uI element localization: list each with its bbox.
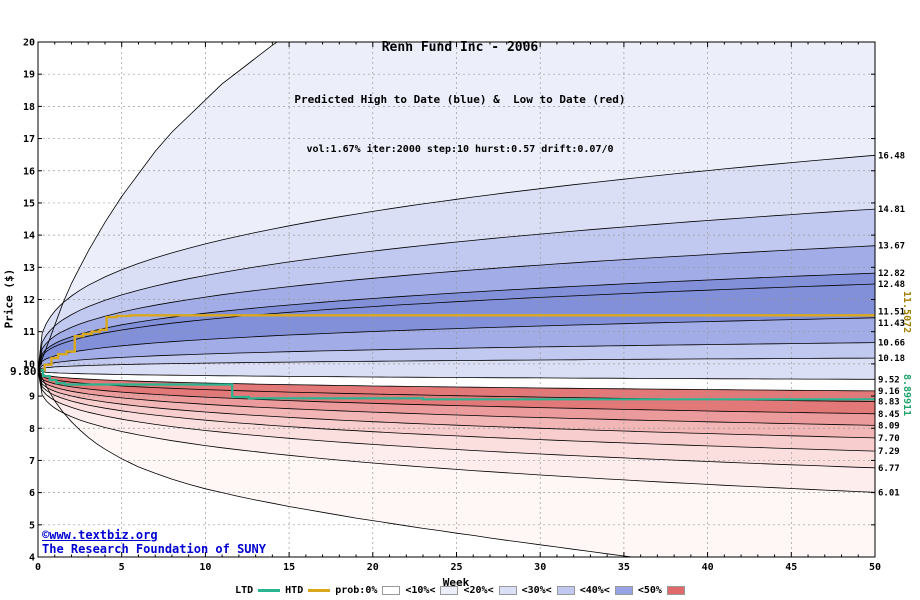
svg-text:35: 35 <box>618 562 630 573</box>
svg-text:20: 20 <box>23 38 35 49</box>
svg-text:13.67: 13.67 <box>878 242 905 252</box>
svg-text:45: 45 <box>785 562 797 573</box>
legend-prob-swatch-2 <box>498 586 517 595</box>
svg-text:13: 13 <box>23 263 35 274</box>
svg-text:12.48: 12.48 <box>878 280 905 290</box>
legend-prob-swatch-0 <box>382 586 401 595</box>
legend-prob-label-3: <30%< <box>521 585 552 596</box>
svg-text:40: 40 <box>702 562 714 573</box>
watermark-url-link[interactable]: ©www.textbiz.org <box>42 528 158 542</box>
svg-text:19: 19 <box>23 70 35 81</box>
ltd-line <box>38 369 875 401</box>
legend-prob-swatch-3 <box>556 586 575 595</box>
legend-ltd-line <box>258 589 281 592</box>
title-block: Renn Fund Inc - 2006 Predicted High to D… <box>0 2 920 194</box>
legend-prob-swatch-1 <box>440 586 459 595</box>
legend-prob-label-1: <10%< <box>405 585 436 596</box>
tick-labels: 0 5 10 15 20 25 30 35 40 45 5045678910111213141516… <box>23 38 881 574</box>
chart-subtitle: Predicted High to Date (blue) & Low to D… <box>294 93 626 106</box>
chart-legend: LTD HTD prob:0% <10%< <20%< <30%< <40%< <50% <box>0 585 920 596</box>
y-axis-label: Price ($) <box>2 268 16 329</box>
legend-prob-label-2: <20%< <box>463 585 494 596</box>
legend-prob-label-0: prob:0% <box>335 585 378 596</box>
svg-text:7.29: 7.29 <box>878 447 900 457</box>
svg-text:9.52: 9.52 <box>878 375 900 385</box>
svg-text:8.83: 8.83 <box>878 398 900 408</box>
low-prob-band-2 <box>38 370 875 426</box>
high-prob-band-1 <box>38 155 875 371</box>
svg-text:50: 50 <box>869 562 881 573</box>
svg-text:11: 11 <box>23 327 35 338</box>
svg-text:7: 7 <box>29 456 35 467</box>
high-prob-band-0 <box>38 42 875 371</box>
svg-text:10.66: 10.66 <box>878 339 905 349</box>
svg-text:16.48: 16.48 <box>878 151 905 161</box>
svg-text:10: 10 <box>23 359 35 370</box>
start-price-label: 9.80 <box>10 365 37 378</box>
chart-title: Renn Fund Inc - 2006 <box>381 40 539 55</box>
svg-text:6.01: 6.01 <box>878 488 900 498</box>
high-prob-band-6 <box>38 317 875 371</box>
plot-area <box>38 42 875 557</box>
watermark-org: The Research Foundation of SUNY <box>42 542 266 556</box>
svg-text:9.16: 9.16 <box>878 387 900 397</box>
axis-ticks <box>37 41 876 558</box>
legend-ltd-label: LTD <box>235 585 254 596</box>
svg-text:6: 6 <box>29 488 35 499</box>
svg-text:10.18: 10.18 <box>878 354 905 364</box>
svg-text:14.81: 14.81 <box>878 205 905 215</box>
svg-text:12.82: 12.82 <box>878 269 905 279</box>
legend-prob-label-4: <40%< <box>579 585 610 596</box>
legend-prob-swatch-5 <box>666 586 685 595</box>
svg-text:11.51: 11.51 <box>878 307 905 317</box>
low-prob-band-6 <box>38 370 875 493</box>
svg-text:5: 5 <box>119 562 125 573</box>
svg-text:5: 5 <box>29 520 35 531</box>
x-axis-label: Week <box>442 576 470 589</box>
svg-text:16: 16 <box>23 166 35 177</box>
htd-line <box>38 314 875 372</box>
legend-htd-label: HTD <box>285 585 304 596</box>
svg-text:15: 15 <box>23 198 35 209</box>
chart-sim-params: vol:1.67% iter:2000 step:10 hurst:0.57 d… <box>306 144 614 155</box>
svg-text:7.70: 7.70 <box>878 434 900 444</box>
svg-text:30: 30 <box>534 562 546 573</box>
svg-text:9: 9 <box>29 392 35 403</box>
svg-text:17: 17 <box>23 134 35 145</box>
low-prob-band-0 <box>38 370 875 402</box>
svg-text:4: 4 <box>29 553 35 564</box>
svg-text:18: 18 <box>23 102 35 113</box>
low-prob-band-1 <box>38 370 875 414</box>
svg-text:6.77: 6.77 <box>878 464 900 474</box>
svg-text:15: 15 <box>283 562 295 573</box>
svg-text:11.43: 11.43 <box>878 319 905 329</box>
svg-text:8.45: 8.45 <box>878 410 900 420</box>
svg-text:20: 20 <box>367 562 379 573</box>
svg-text:25: 25 <box>450 562 462 573</box>
svg-text:8.09: 8.09 <box>878 421 900 431</box>
svg-text:12: 12 <box>23 295 35 306</box>
htd-final-value-label: 11.5072 <box>901 291 912 334</box>
high-prob-band-7 <box>38 342 875 371</box>
svg-text:8: 8 <box>29 424 35 435</box>
legend-htd-line <box>308 589 331 592</box>
svg-text:0: 0 <box>35 562 41 573</box>
gridlines <box>38 42 875 557</box>
legend-prob-swatch-4 <box>614 586 633 595</box>
svg-text:10: 10 <box>199 562 211 573</box>
high-prob-band-2 <box>38 209 875 371</box>
ltd-final-value-label: 8.89911 <box>901 374 912 417</box>
high-prob-band-3 <box>38 245 875 371</box>
low-prob-band-7 <box>38 370 875 557</box>
legend-prob-label-5: <50% <box>637 585 662 596</box>
start-point-marker <box>38 367 41 373</box>
svg-text:14: 14 <box>23 231 35 242</box>
